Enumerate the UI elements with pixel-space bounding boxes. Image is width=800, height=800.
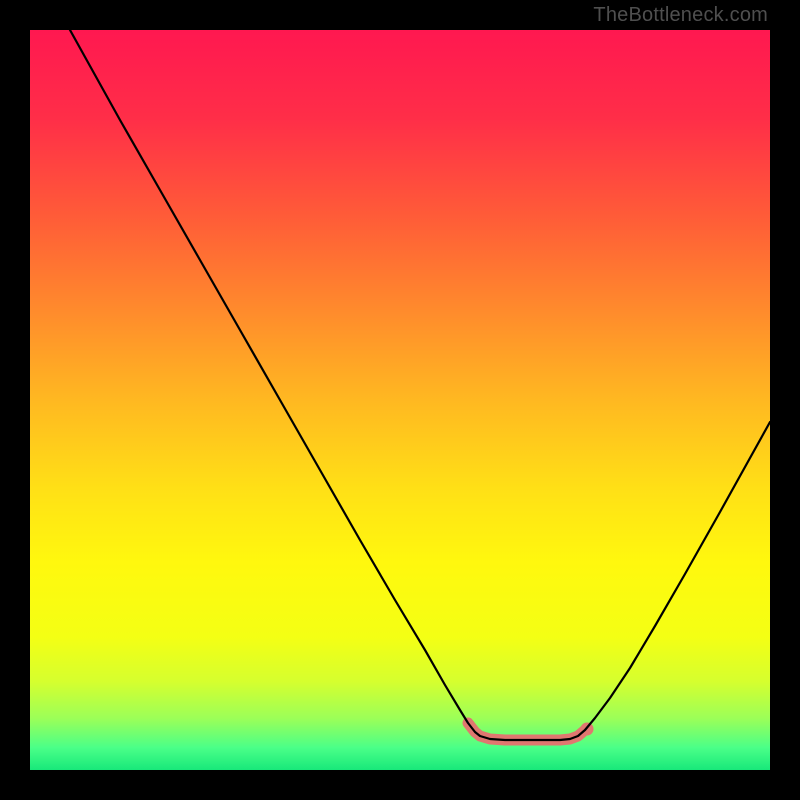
watermark-text: TheBottleneck.com: [593, 4, 768, 27]
frame-border-left: [0, 0, 30, 800]
plot-svg: [30, 30, 770, 770]
plot-area: [30, 30, 770, 770]
chart-stage: TheBottleneck.com: [0, 0, 800, 800]
frame-border-right: [770, 0, 800, 800]
frame-border-bottom: [0, 770, 800, 800]
gradient-background: [30, 30, 770, 770]
